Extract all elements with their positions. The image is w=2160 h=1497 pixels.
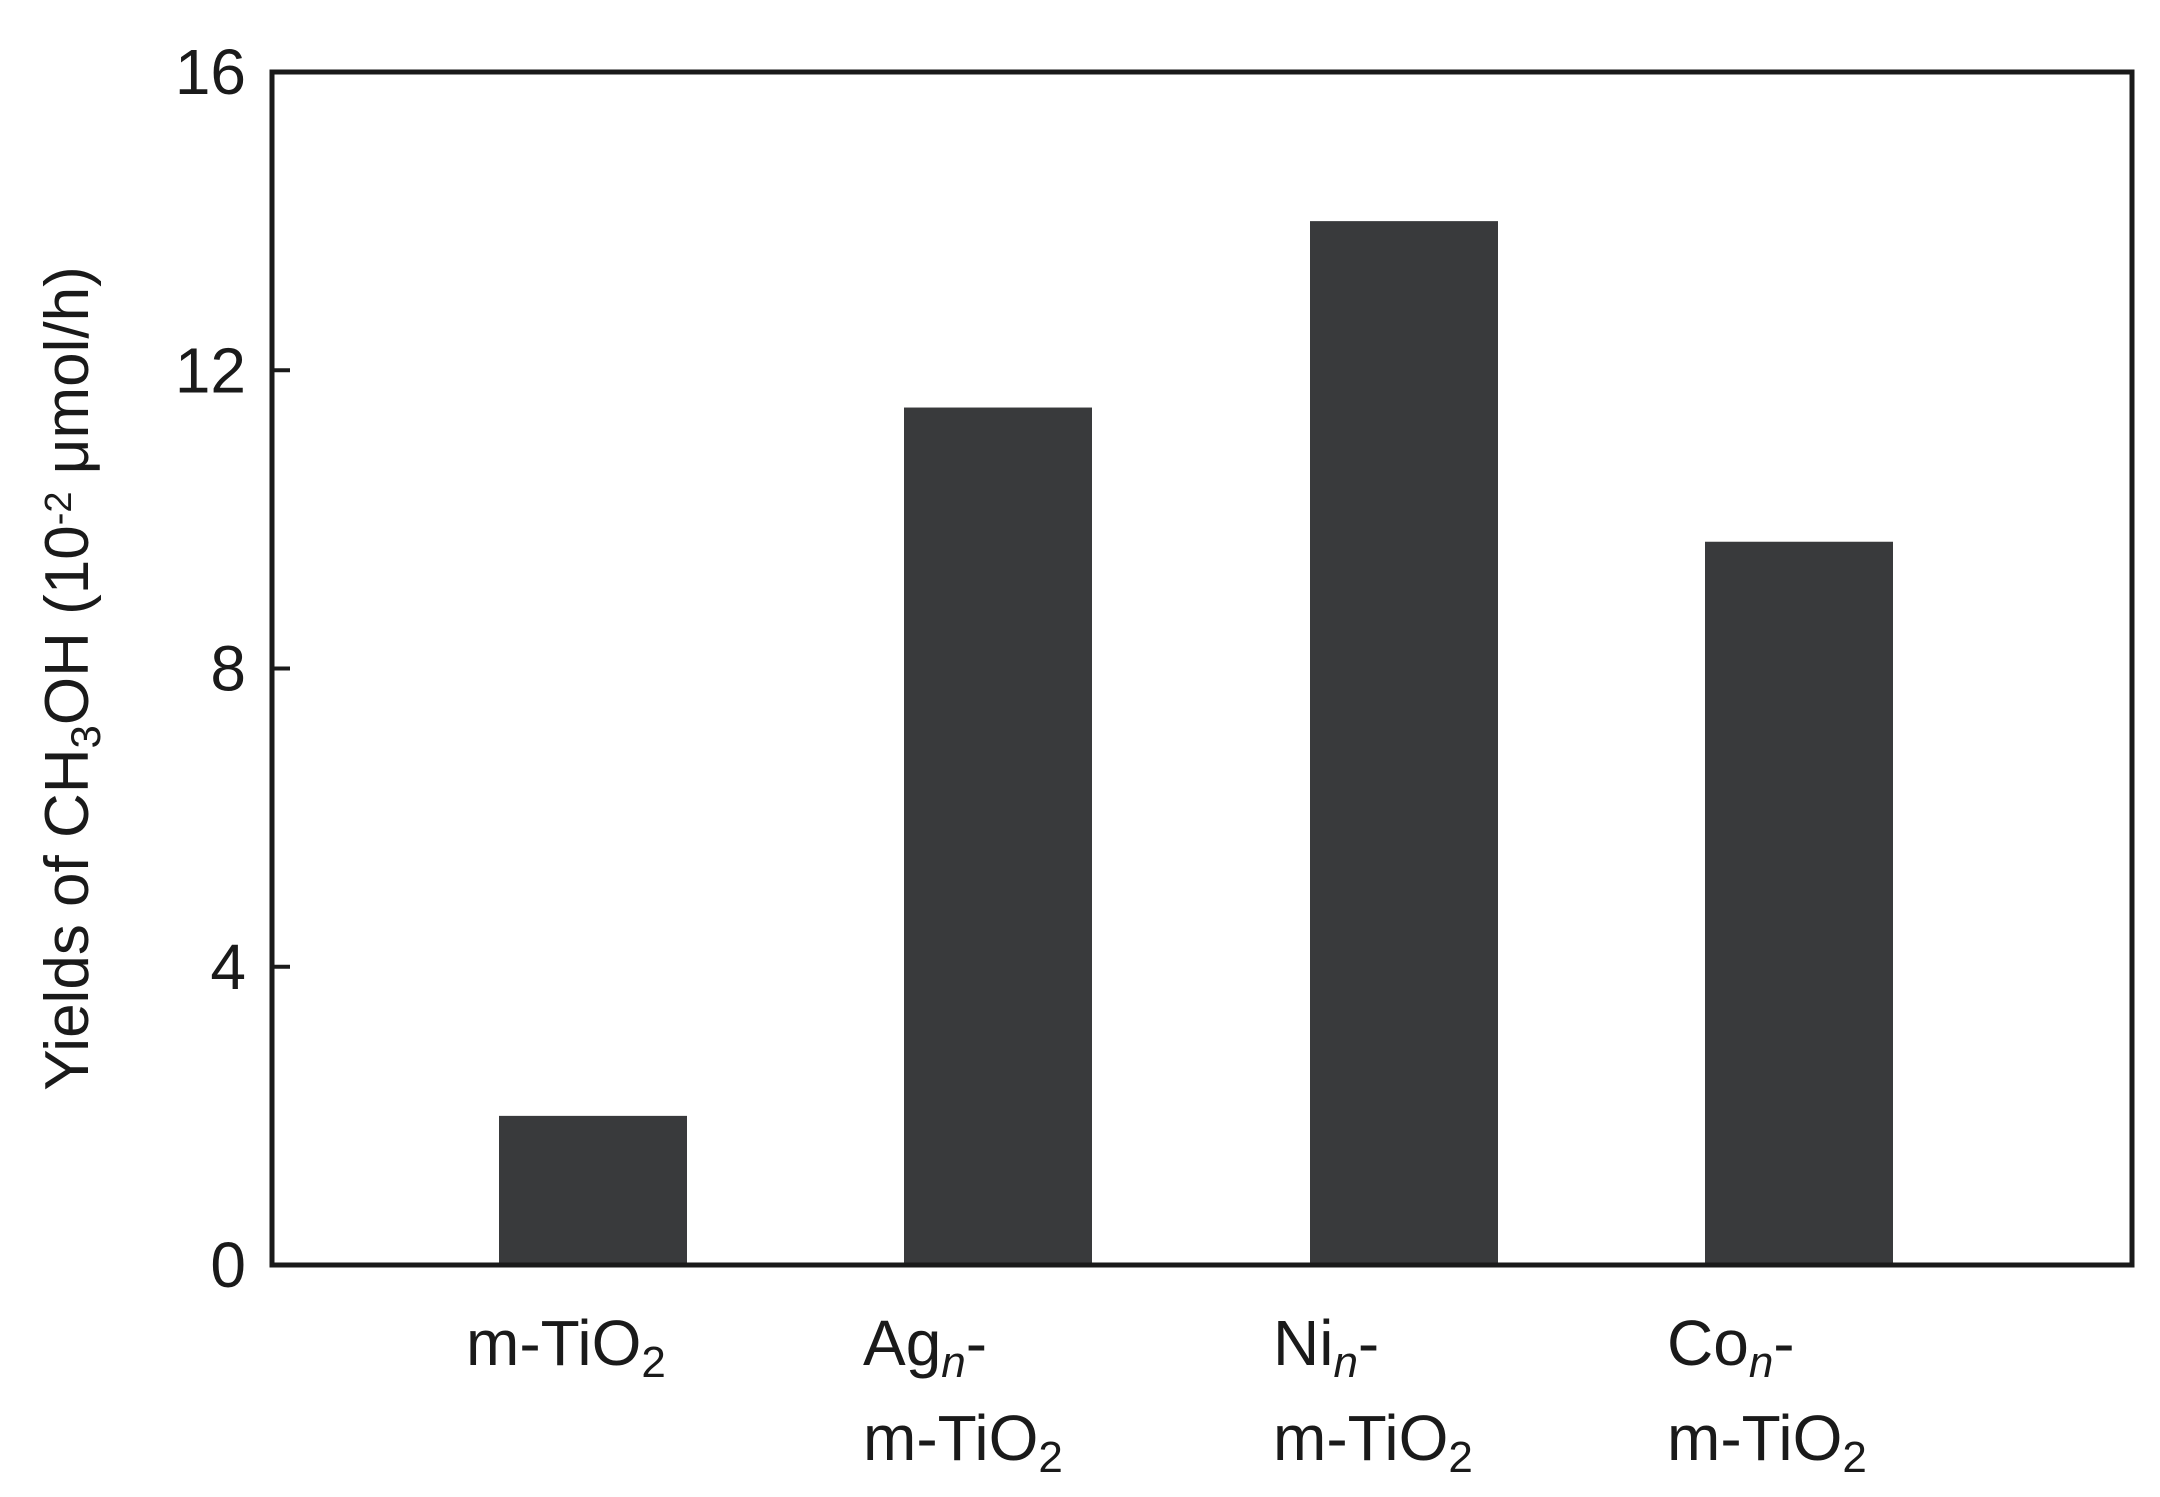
bar-nin-m-tio2 [1310, 221, 1498, 1265]
x-label-con-m-tio2-line2: m-TiO2 [1667, 1402, 1867, 1482]
y-tick-label: 0 [210, 1229, 246, 1301]
x-label-con-m-tio2-line1: Con- [1667, 1307, 1795, 1387]
x-label-m-tio2-line1: m-TiO2 [466, 1307, 666, 1387]
x-label-nin-m-tio2-line2: m-TiO2 [1273, 1402, 1473, 1482]
y-tick-label: 12 [175, 334, 246, 406]
bar-m-tio2 [499, 1115, 687, 1265]
bar-agn-m-tio2 [904, 407, 1092, 1265]
x-label-nin-m-tio2-line1: Nin- [1273, 1307, 1379, 1387]
bar-con-m-tio2 [1705, 541, 1893, 1265]
y-tick-label: 16 [175, 36, 246, 108]
y-tick-label: 8 [210, 633, 246, 705]
x-label-agn-m-tio2-line1: Agn- [863, 1307, 987, 1387]
y-axis: 0 4 8 12 16 [175, 36, 290, 1301]
y-axis-title: Yields of CH3OH (10-2 μmol/h) [33, 266, 109, 1091]
x-label-agn-m-tio2-line2: m-TiO2 [863, 1402, 1063, 1482]
x-axis-labels: m-TiO2 Agn-m-TiO2 Nin-m-TiO2 Con-m-TiO2 [466, 1307, 1867, 1482]
bars-group [499, 221, 1893, 1265]
y-tick-label: 4 [210, 931, 246, 1003]
